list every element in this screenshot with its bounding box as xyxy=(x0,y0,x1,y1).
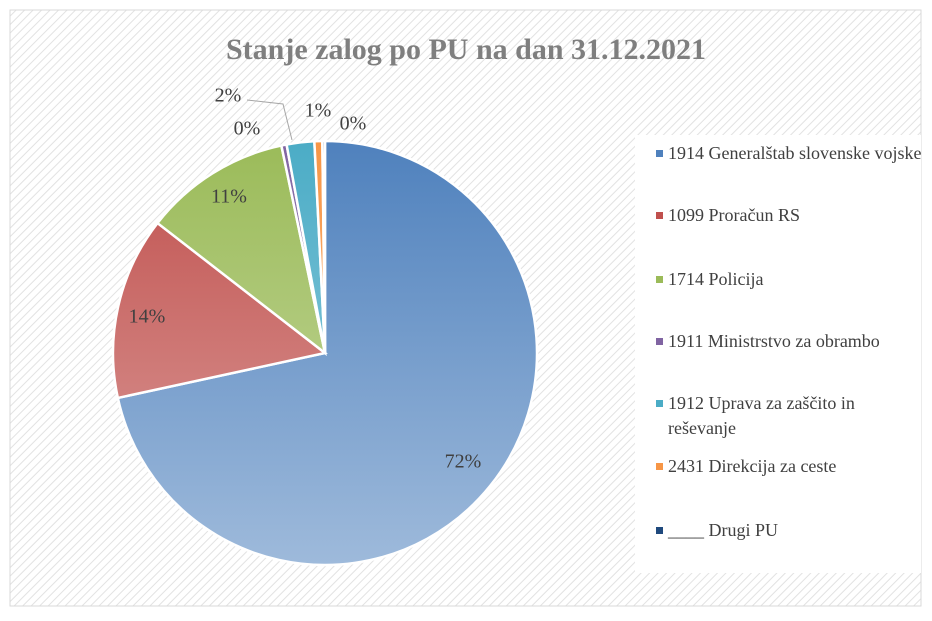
legend-swatch xyxy=(656,400,663,407)
legend-swatch xyxy=(656,212,663,219)
legend-label: 1099 Proračun RS xyxy=(668,205,800,225)
data-label: 2% xyxy=(215,85,242,107)
leader-line xyxy=(246,99,293,141)
legend-swatch xyxy=(656,527,663,534)
legend-item: 2431 Direkcija za ceste xyxy=(656,454,923,479)
pie-slice xyxy=(116,139,539,567)
pie-slice xyxy=(111,221,328,400)
pie-slice xyxy=(155,144,327,357)
data-label: 11% xyxy=(211,186,247,208)
data-label: 0% xyxy=(340,113,367,135)
legend-item: 1912 Uprava za zaščito in reševanje xyxy=(656,391,923,441)
legend-item: 1911 Ministrstvo za obrambo xyxy=(656,329,923,354)
legend-label: 2431 Direkcija za ceste xyxy=(668,456,837,476)
legend-label: 1912 Uprava za zaščito in reševanje xyxy=(668,393,855,438)
data-label: 0% xyxy=(234,118,261,140)
legend-background xyxy=(635,135,921,573)
legend-swatch xyxy=(656,338,663,345)
data-label: 72% xyxy=(445,451,482,473)
legend-item: ____ Drugi PU xyxy=(656,518,923,543)
data-label: 1% xyxy=(305,100,332,122)
legend-label: 1914 Generalštab slovenske vojske xyxy=(668,143,922,163)
legend-swatch xyxy=(656,150,663,157)
data-label: 14% xyxy=(129,306,166,328)
chart-title: Stanje zalog po PU na dan 31.12.2021 xyxy=(226,33,706,66)
legend-item: 1714 Policija xyxy=(656,267,923,292)
legend-swatch xyxy=(656,276,663,283)
legend-label: 1714 Policija xyxy=(668,269,764,289)
legend-item: 1914 Generalštab slovenske vojske xyxy=(656,141,923,166)
legend-label: 1911 Ministrstvo za obrambo xyxy=(668,331,880,351)
pie-slice xyxy=(321,139,327,354)
legend-swatch xyxy=(656,463,663,470)
legend-item: 1099 Proračun RS xyxy=(656,203,923,228)
legend-label: ____ Drugi PU xyxy=(668,520,779,540)
